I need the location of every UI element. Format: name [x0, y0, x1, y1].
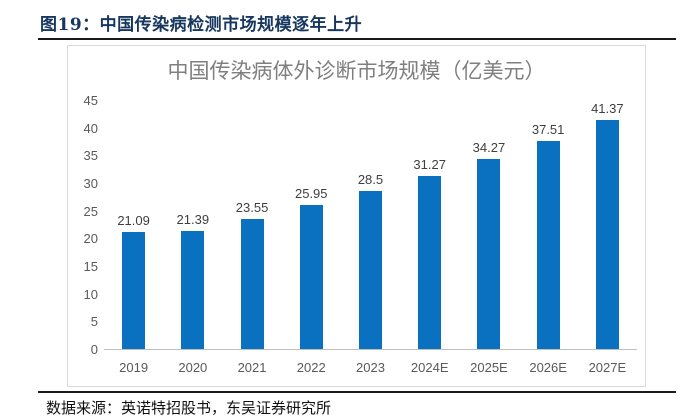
bar-group: 25.95 [282, 101, 341, 349]
bar-value-label: 41.37 [591, 101, 624, 117]
bar-group: 21.09 [104, 101, 163, 349]
y-tick-label: 25 [83, 203, 98, 219]
y-tick-label: 20 [83, 231, 98, 247]
x-tick-label: 2021 [237, 360, 267, 375]
footer-divider [38, 391, 676, 393]
bar-value-label: 23.55 [235, 199, 269, 215]
y-tick-label: 30 [83, 176, 98, 191]
data-source: 数据来源：英诺特招股书，东吴证券研究所 [46, 399, 332, 417]
bar-group: 21.39 [163, 101, 222, 349]
x-tick-label: 2023 [356, 360, 385, 375]
bar-value-label: 31.27 [413, 156, 446, 172]
x-tick-label: 2026E [529, 360, 567, 375]
figure-caption: 图19：中国传染病检测市场规模逐年上升 [40, 15, 363, 35]
y-tick-label: 40 [83, 120, 98, 136]
bar-value-label: 21.39 [176, 211, 210, 227]
bar-value-label: 28.5 [357, 172, 384, 188]
y-tick-label: 5 [90, 314, 98, 330]
y-tick-label: 35 [83, 148, 98, 164]
y-tick-label: 10 [83, 286, 98, 302]
bar [181, 230, 205, 349]
bar-group: 23.55 [222, 101, 281, 349]
x-tick-label: 2020 [178, 360, 208, 375]
bar-group: 37.51 [519, 101, 578, 349]
bar-value-label: 21.09 [117, 213, 150, 229]
bars-row: 21.09 21.39 23.55 25.95 28.5 31.27 34.27 37.51 4… [104, 101, 637, 350]
bar-group: 28.5 [341, 101, 400, 349]
y-tick-label: 15 [83, 259, 98, 274]
x-axis-labels: 2019 2020 2021 2022 2023 2024E 2025E 2026E 2027E [104, 360, 637, 378]
x-tick-label: 2025E [470, 360, 508, 375]
chart-title: 中国传染病体外诊断市场规模（亿美元） [167, 59, 546, 83]
bar-value-label: 25.95 [294, 186, 328, 202]
bar [536, 141, 560, 349]
bar [358, 191, 382, 349]
bar-group: 31.27 [400, 101, 459, 349]
bar [418, 175, 442, 349]
bar [477, 159, 501, 349]
bar-group: 34.27 [459, 101, 518, 349]
x-tick-label: 2022 [296, 360, 326, 375]
x-tick-label: 2024E [410, 360, 449, 375]
x-tick-label: 2019 [119, 360, 149, 375]
bar-group: 41.37 [578, 101, 637, 349]
bar [122, 232, 146, 349]
bar [299, 205, 323, 349]
chart-panel: 中国传染病体外诊断市场规模（亿美元） 0 5 10 15 20 25 30 35 40 45 21… [67, 45, 646, 387]
bar [240, 218, 264, 349]
x-tick-label: 2027E [588, 360, 627, 375]
plot-area: 21.09 21.39 23.55 25.95 28.5 31.27 34.27 37.51 4… [104, 101, 637, 350]
bar [595, 120, 619, 349]
y-tick-label: 0 [90, 342, 98, 357]
y-axis: 0 5 10 15 20 25 30 35 40 45 [70, 93, 98, 357]
bar-value-label: 34.27 [472, 140, 506, 156]
bar-value-label: 37.51 [531, 122, 565, 138]
header-divider [38, 38, 676, 40]
y-tick-label: 45 [83, 93, 98, 108]
